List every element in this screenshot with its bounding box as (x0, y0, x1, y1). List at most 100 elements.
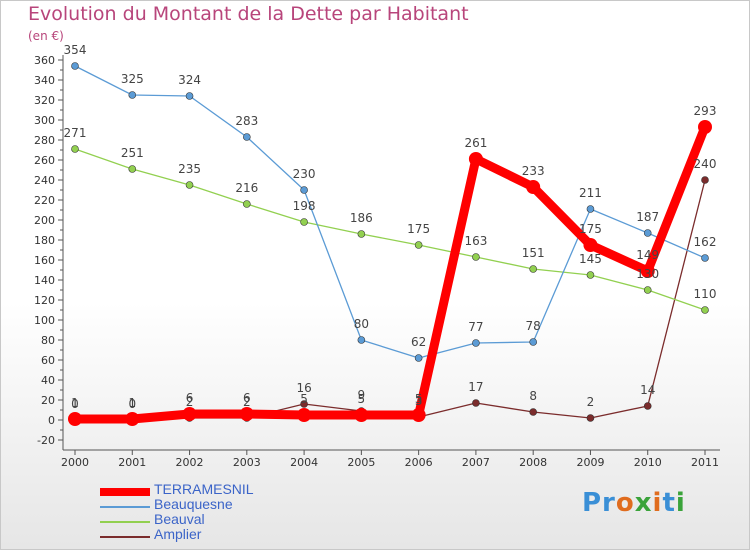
data-point (529, 408, 537, 416)
data-label: 186 (350, 211, 373, 225)
legend-item: TERRAMESNIL (100, 481, 320, 499)
data-point (68, 412, 82, 426)
y-tick-label: 200 (34, 214, 55, 227)
data-label: 62 (411, 335, 426, 349)
data-label: 2 (243, 395, 251, 409)
data-label: 3 (415, 394, 423, 408)
data-label: 293 (694, 104, 717, 118)
y-tick-label: 320 (34, 94, 55, 107)
legend-swatch (100, 506, 150, 508)
data-point (71, 145, 79, 153)
data-label: 78 (526, 319, 541, 333)
data-label: 240 (694, 157, 717, 171)
data-label: 1 (128, 396, 136, 410)
y-tick-label: 300 (34, 114, 55, 127)
x-tick-label: 2008 (519, 456, 547, 469)
data-label: 110 (694, 287, 717, 301)
data-point (468, 152, 483, 166)
data-point (243, 200, 251, 208)
data-point (586, 271, 595, 279)
chart-title: Evolution du Montant de la Dette par Hab… (28, 3, 469, 25)
y-tick-label: 240 (34, 174, 55, 187)
x-tick-label: 2010 (634, 456, 662, 469)
legend-label: Beauquesne (154, 496, 233, 512)
data-point (128, 165, 137, 173)
data-point (643, 402, 652, 410)
data-point (182, 407, 197, 421)
data-point (414, 354, 423, 362)
y-tick-label: 120 (34, 294, 55, 307)
data-point (640, 264, 655, 278)
y-tick-label: 360 (34, 54, 55, 67)
data-point (526, 180, 541, 194)
data-point (701, 254, 709, 262)
y-tick-label: 340 (34, 74, 55, 87)
data-label: 6 (243, 391, 251, 405)
data-label: 5 (415, 392, 423, 406)
y-tick-label: 280 (34, 134, 55, 147)
data-label: 80 (354, 317, 369, 331)
data-label: 325 (121, 72, 144, 86)
legend-swatch (100, 521, 150, 523)
data-point (128, 91, 137, 99)
x-tick-label: 2005 (347, 456, 375, 469)
data-label: 16 (296, 381, 311, 395)
data-point (529, 338, 537, 346)
data-label: 175 (407, 222, 430, 236)
legend-item: Beauquesne (100, 496, 320, 514)
data-point (71, 62, 79, 70)
x-tick-label: 2000 (61, 456, 89, 469)
data-label: 175 (579, 222, 602, 236)
data-label: 211 (579, 186, 602, 200)
data-point (698, 120, 712, 134)
data-label: 1 (71, 396, 79, 410)
data-point (185, 181, 194, 189)
data-label: 14 (640, 383, 655, 397)
x-tick-label: 2009 (576, 456, 604, 469)
data-point (586, 205, 595, 213)
data-label: 17 (468, 380, 483, 394)
data-point (354, 408, 369, 422)
data-point (701, 306, 709, 314)
y-tick-label: 60 (41, 354, 55, 367)
data-point (414, 241, 423, 249)
data-label: 130 (636, 267, 659, 281)
y-tick-label: 100 (34, 314, 55, 327)
data-label: 145 (579, 252, 602, 266)
data-label: 2 (186, 395, 194, 409)
data-point (529, 265, 537, 273)
legend-swatch (100, 488, 150, 496)
data-point (411, 408, 426, 422)
data-point (239, 407, 254, 421)
data-point (297, 408, 312, 422)
data-label: 151 (522, 246, 545, 260)
y-tick-label: 140 (34, 274, 55, 287)
data-label: 354 (64, 43, 87, 57)
y-tick-label: 220 (34, 194, 55, 207)
y-tick-label: 0 (48, 414, 55, 427)
data-label: 8 (529, 389, 537, 403)
data-point (472, 339, 480, 347)
data-label: 261 (464, 136, 487, 150)
x-tick-label: 2004 (290, 456, 318, 469)
data-point (125, 412, 140, 426)
y-tick-label: 40 (41, 374, 55, 387)
proxiti-logo: Proxiti (582, 488, 686, 518)
x-tick-label: 2003 (233, 456, 261, 469)
y-tick-label: 20 (41, 394, 55, 407)
data-point (300, 400, 308, 408)
x-tick-label: 2002 (176, 456, 204, 469)
x-tick-label: 2001 (118, 456, 146, 469)
data-point (357, 336, 366, 344)
series-line-terramesnil (70, 122, 710, 424)
data-label: 187 (636, 210, 659, 224)
data-label: 162 (694, 235, 717, 249)
series-line-beauquesne (74, 65, 706, 359)
data-label: 6 (186, 391, 194, 405)
data-point (472, 253, 480, 261)
legend-swatch (100, 536, 150, 538)
data-label: 233 (522, 164, 545, 178)
data-label: 5 (358, 392, 366, 406)
y-tick-label: -20 (37, 434, 55, 447)
data-point (586, 414, 595, 422)
